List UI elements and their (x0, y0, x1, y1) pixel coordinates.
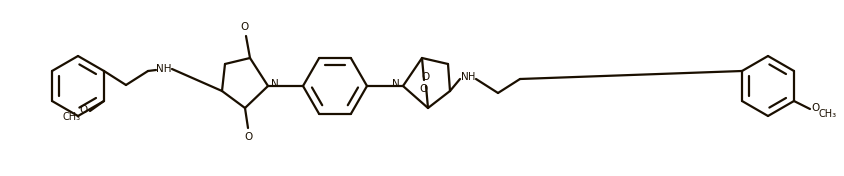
Text: NH: NH (156, 64, 171, 74)
Text: N: N (461, 72, 468, 82)
Text: O: O (419, 84, 428, 94)
Text: O: O (245, 132, 253, 142)
Text: O: O (421, 72, 430, 82)
Text: CH₃: CH₃ (818, 109, 836, 119)
Text: O: O (80, 105, 88, 115)
Text: N: N (271, 79, 279, 89)
Text: N: N (392, 79, 399, 89)
Text: H: H (468, 72, 475, 82)
Text: O: O (241, 22, 249, 32)
Text: O: O (811, 103, 820, 113)
Text: CH₃: CH₃ (62, 112, 81, 122)
